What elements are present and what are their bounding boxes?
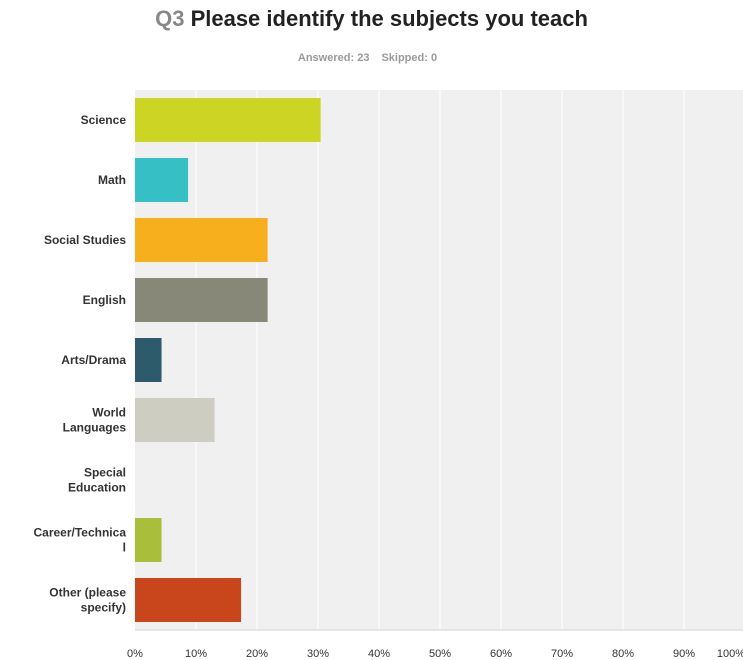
category-label: Science (81, 113, 127, 127)
bar (135, 98, 321, 142)
x-tick-label: 20% (246, 648, 268, 660)
x-tick-label: 90% (673, 648, 695, 660)
x-tick-label: 100% (717, 648, 743, 660)
bar (135, 158, 189, 202)
x-tick-label: 10% (185, 648, 207, 660)
question-number: Q3 (155, 6, 185, 31)
x-tick-label: 50% (429, 648, 451, 660)
skipped-label: Skipped: (381, 52, 428, 64)
category-label: Career/Technica (34, 526, 127, 540)
category-label: Education (68, 481, 126, 495)
x-tick-label: 70% (551, 648, 573, 660)
x-tick-label: 0% (127, 648, 143, 660)
plot-area (135, 90, 743, 630)
category-label: English (83, 293, 126, 307)
bar (135, 578, 242, 622)
category-label: specify) (81, 601, 126, 615)
x-tick-label: 30% (307, 648, 329, 660)
bar (135, 398, 215, 442)
x-tick-label: 80% (612, 648, 634, 660)
skipped-count: 0 (430, 52, 438, 64)
question-title: Q3 Please identify the subjects you teac… (0, 6, 743, 32)
answered-label: Answered: (297, 52, 355, 64)
category-label: Other (please (49, 586, 126, 600)
category-label: Special (84, 466, 126, 480)
category-label: Arts/Drama (61, 353, 126, 367)
question-text: Please identify the subjects you teach (190, 6, 588, 31)
x-tick-label: 40% (368, 648, 390, 660)
x-tick-label: 60% (490, 648, 512, 660)
bar (135, 218, 268, 262)
answered-count: 23 (357, 52, 370, 64)
category-label: Languages (63, 421, 127, 435)
category-label: Math (98, 173, 126, 187)
category-label: Social Studies (44, 233, 126, 247)
bar (135, 338, 162, 382)
bar (135, 278, 268, 322)
category-label: l (123, 541, 126, 555)
bar (135, 518, 162, 562)
category-label: World (92, 406, 126, 420)
response-stats: Answered: 23 Skipped: 0 (0, 52, 735, 64)
